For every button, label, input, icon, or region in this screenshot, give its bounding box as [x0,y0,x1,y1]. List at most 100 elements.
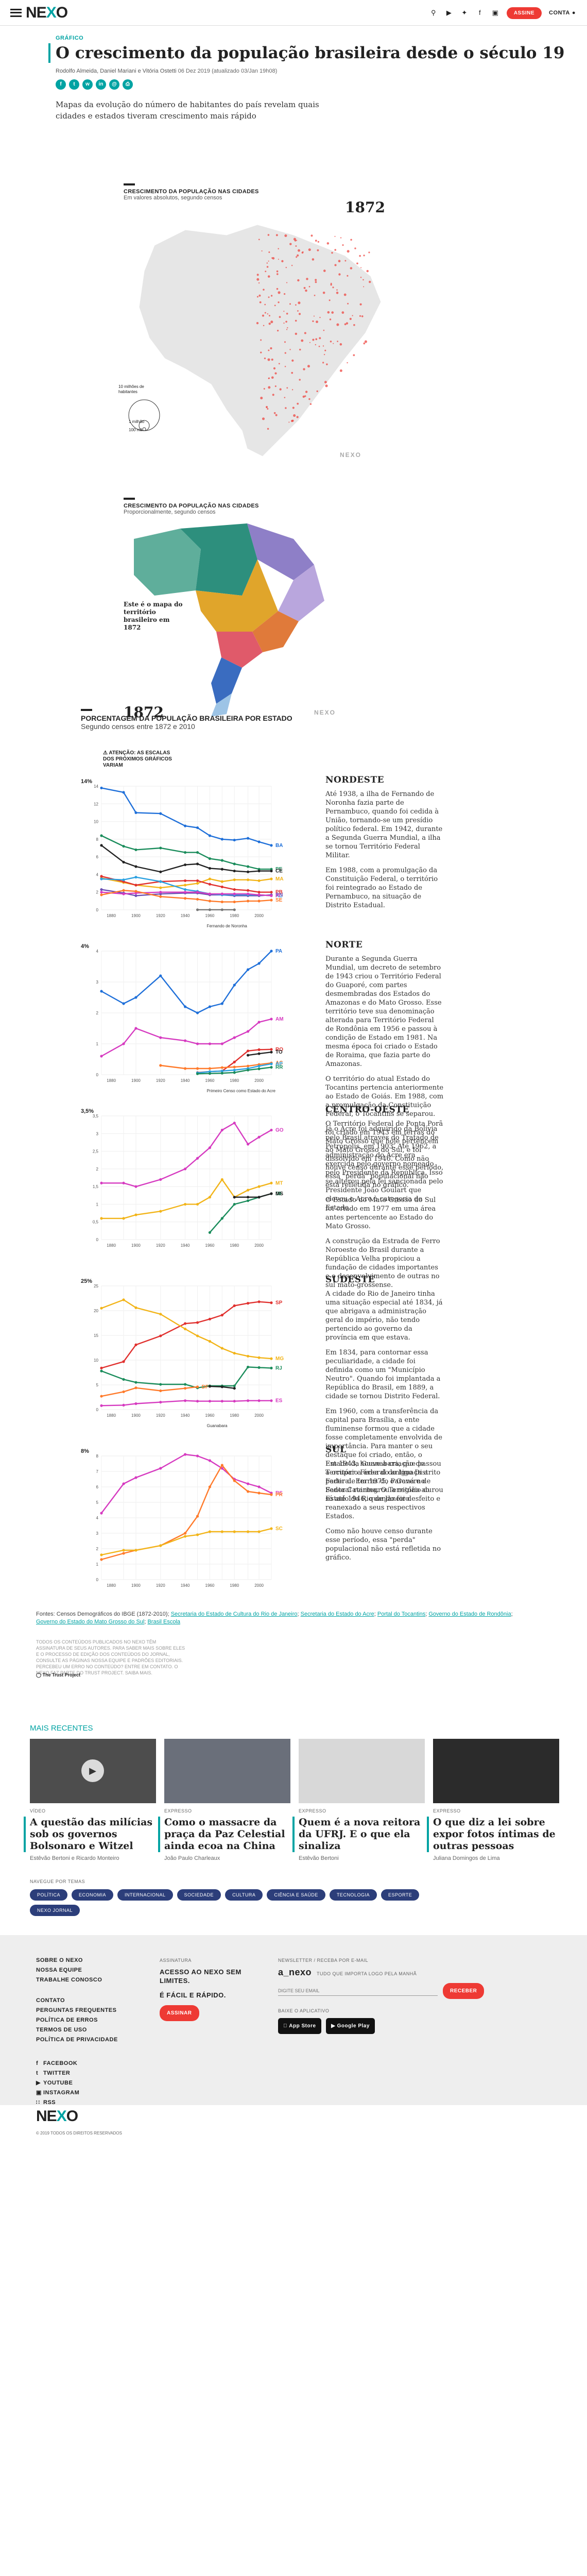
y-tick-label: 2 [96,1167,99,1172]
google-play-button[interactable]: ▶ Google Play [326,2018,375,2034]
data-point [220,900,223,904]
data-point [208,1485,212,1488]
article-card[interactable]: EXPRESSO Quem é a nova reitora da UFRJ. E… [292,1739,425,1861]
card-image[interactable] [299,1739,425,1803]
social-link[interactable]: t TWITTER [36,2069,79,2078]
data-point [100,1369,103,1372]
email-share-icon[interactable]: @ [109,79,119,90]
account-link[interactable]: CONTA ● [549,10,576,16]
trust-project-logo[interactable]: ◯ The Trust Project [36,1672,80,1678]
social-icon: ∷ [36,2099,40,2106]
source-link[interactable]: Secretaria do Estado do Acre [300,1611,374,1617]
card-image[interactable] [164,1739,290,1803]
data-point [257,1530,261,1533]
topic-tag[interactable]: NEXO JORNAL [30,1905,80,1916]
data-point [257,840,261,843]
social-link[interactable]: ▣ INSTAGRAM [36,2088,79,2098]
facebook-share-icon[interactable]: f [56,79,66,90]
source-link[interactable]: Governo do Estado do Mato Grosso do Sul [36,1619,145,1625]
card-title[interactable]: Como o massacre da praça da Paz Celestia… [158,1817,290,1852]
social-link[interactable]: ∷ RSS [36,2098,79,2108]
twitter-icon[interactable]: ✦ [461,9,468,16]
card-image[interactable]: ▶ [30,1739,156,1803]
city-dot [304,395,306,397]
twitter-share-icon[interactable]: t [69,79,79,90]
card-author: Estêvão Bertoni e Ricardo Monteiro [30,1855,119,1861]
site-logo[interactable]: NEXO [26,4,68,21]
city-dot [270,320,273,324]
footer-link[interactable]: CONTATO [36,1997,65,2004]
topic-tag[interactable]: ECONOMIA [72,1889,114,1901]
subscription-box: ASSINATURA ACESSO AO NEXO SEM LIMITES. É… [160,1956,263,2021]
facebook-icon[interactable]: f [479,9,481,16]
city-dot [331,311,334,314]
data-point [184,1532,187,1535]
instagram-icon[interactable]: ▣ [492,9,498,16]
article-card[interactable]: EXPRESSO O que diz a lei sobre expor foto… [427,1739,559,1861]
footer-link[interactable]: POLÍTICA DE ERROS [36,2017,98,2023]
source-link[interactable]: Governo do Estado de Rondônia [428,1611,511,1617]
warning-text: ATENÇÃO: AS ESCALAS DOS PRÓXIMOS GRÁFICO… [103,750,172,768]
article-kicker[interactable]: GRÁFICO [56,35,84,41]
data-point [246,892,250,895]
whatsapp-share-icon[interactable]: w [82,79,93,90]
data-point [233,1036,236,1039]
footer-link[interactable]: TRABALHE CONOSCO [36,1977,102,1983]
menu-icon[interactable] [10,8,22,17]
article-card[interactable]: EXPRESSO Como o massacre da praça da Paz … [158,1739,290,1861]
card-title[interactable]: A questão das milícias sob os governos B… [24,1817,156,1852]
city-dot [298,249,300,252]
youtube-icon[interactable]: ▶ [446,9,452,16]
subscribe-button[interactable]: ASSINE [506,7,542,19]
data-point [100,875,103,878]
app-store-button[interactable]:  App Store [278,2018,321,2034]
subscribe-footer-button[interactable]: ASSINAR [160,2005,199,2021]
newsletter-submit-button[interactable]: RECEBER [443,1983,485,1999]
card-title[interactable]: O que diz a lei sobre expor fotos íntima… [427,1817,559,1852]
card-title[interactable]: Quem é a nova reitora da UFRJ. E o que e… [292,1817,425,1852]
footer-logo[interactable]: NEXO [36,2108,78,2125]
topic-tag[interactable]: INTERNACIONAL [117,1889,173,1901]
data-point [233,869,236,873]
footer-link[interactable]: SOBRE O NEXO [36,1957,83,1963]
print-icon[interactable]: ⎙ [123,79,133,90]
data-point [184,1327,187,1331]
newsletter-email-input[interactable] [278,1986,438,1996]
source-link[interactable]: Secretaria do Estado de Cultura do Rio d… [170,1611,298,1617]
topic-tag[interactable]: TECNOLOGIA [329,1889,377,1901]
linkedin-share-icon[interactable]: in [96,79,106,90]
data-point [100,1055,103,1058]
data-point [233,1122,236,1125]
article-card[interactable]: ▶ VÍDEO A questão das milícias sob os gove… [24,1739,156,1861]
city-dot [360,277,362,278]
card-image[interactable] [433,1739,559,1803]
x-tick-label: 1920 [156,1078,165,1083]
data-point [257,1067,261,1071]
topic-tag[interactable]: ESPORTE [381,1889,420,1901]
footer-link[interactable]: NOSSA EQUIPE [36,1967,82,1973]
data-point [246,1049,250,1053]
footer-link[interactable]: PERGUNTAS FREQUENTES [36,2007,117,2013]
topic-tag[interactable]: CULTURA [225,1889,263,1901]
topic-tag[interactable]: SOCIEDADE [177,1889,221,1901]
data-point [100,1307,103,1310]
y-tick-label: 3 [96,1131,99,1136]
search-icon[interactable]: ⚲ [431,9,436,16]
topic-tag[interactable]: POLÍTICA [30,1889,68,1901]
data-point [100,1366,103,1369]
city-dot [310,234,313,237]
trust-label: The Trust Project [42,1672,81,1677]
social-link[interactable]: ▶ YOUTUBE [36,2078,79,2088]
city-dot [275,234,278,236]
data-point [159,1389,162,1393]
source-link[interactable]: Brasil Escola [147,1619,181,1625]
source-link[interactable]: Portal do Tocantins [377,1611,426,1617]
x-tick-label: 1900 [131,1243,141,1248]
topic-tag[interactable]: CIÊNCIA E SAÚDE [267,1889,325,1901]
city-dot [330,282,332,284]
social-link[interactable]: f FACEBOOK [36,2059,79,2069]
play-icon[interactable]: ▶ [81,1759,104,1782]
footer-link[interactable]: POLÍTICA DE PRIVACIDADE [36,2037,118,2043]
footer-link[interactable]: TERMOS DE USO [36,2027,87,2033]
series-label: RO [275,1047,283,1053]
